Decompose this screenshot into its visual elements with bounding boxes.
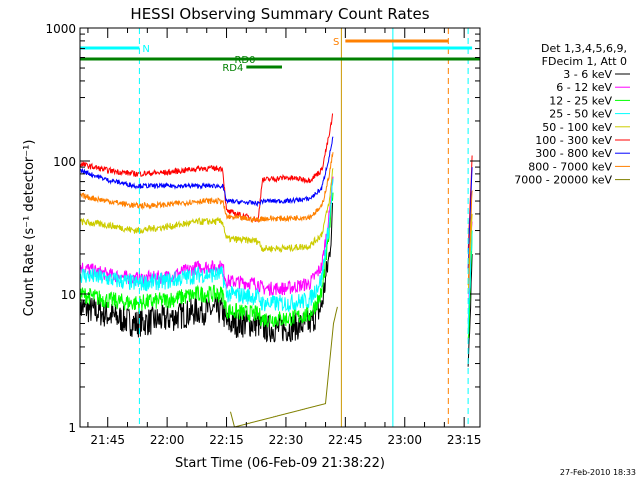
y-tick-label: 100 [53,155,76,169]
x-axis: 21:45 22:00 22:15 22:30 22:45 23:00 23:15 [87,28,482,447]
series-line [80,202,473,367]
legend-label: 25 - 50 keV [549,108,612,121]
y-tick-label: 10 [61,288,76,302]
y-tick-label: 1000 [45,22,76,36]
flag-label: RD0 [234,55,255,66]
chart-title: HESSI Observing Summary Count Rates [130,5,429,23]
legend-label: 800 - 7000 keV [528,160,612,173]
x-tick-label: 22:00 [150,433,185,447]
series-line [80,178,473,334]
x-tick-label: 23:15 [447,433,482,447]
x-tick-label: 21:45 [90,433,125,447]
series-line [80,168,473,294]
series-line [230,306,338,427]
legend-label: 7000 - 20000 keV [514,174,612,187]
legend-label: 100 - 300 keV [535,134,612,147]
legend-label: 6 - 12 keV [556,81,612,94]
x-tick-label: 22:30 [269,433,304,447]
y-axis: 1 10 100 1000 [45,22,480,435]
footer-date: 27-Feb-2010 18:33 [560,468,636,477]
x-tick-label: 22:45 [328,433,363,447]
legend-header: FDecim 1, Att 0 [542,55,627,68]
x-axis-label: Start Time (06-Feb-09 21:38:22) [175,456,385,471]
series-layer [80,113,473,427]
plot-frame [79,27,481,428]
y-axis-label: Count Rate (s⁻¹ detector⁻¹) [22,140,37,317]
legend-label: 3 - 6 keV [563,68,612,81]
x-tick-label: 22:15 [209,433,244,447]
y-tick-label: 1 [68,421,76,435]
series-line [80,192,473,340]
legend: Det 1,3,4,5,6,9,FDecim 1, Att 03 - 6 keV… [514,42,630,187]
flag-label: RD4 [222,63,243,74]
legend-label: 300 - 800 keV [535,147,612,160]
series-line [80,152,473,286]
x-tick-label: 23:00 [387,433,422,447]
legend-label: 12 - 25 keV [549,94,612,107]
legend-header: Det 1,3,4,5,6,9, [541,42,627,55]
flag-label: N [142,44,149,55]
legend-label: 50 - 100 keV [542,121,612,134]
series-line [80,136,473,270]
flag-label: S [333,37,339,48]
